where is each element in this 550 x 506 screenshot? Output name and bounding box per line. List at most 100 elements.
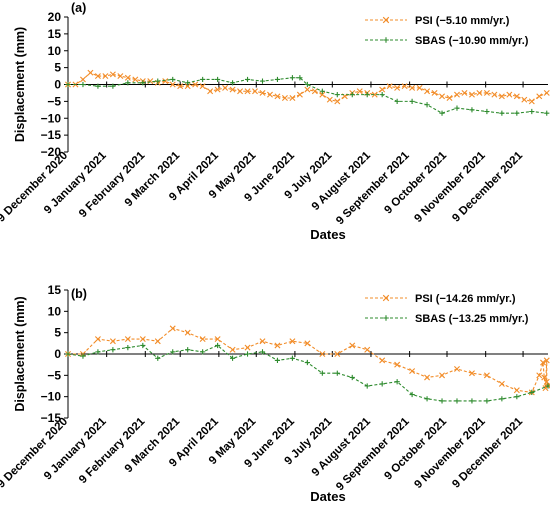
data-point <box>124 336 131 343</box>
y-tick-label: 0 <box>54 347 61 361</box>
legend-label: PSI (−14.26 mm/yr.) <box>415 293 516 305</box>
data-point <box>469 107 475 113</box>
data-point <box>349 342 356 349</box>
data-point <box>544 110 550 116</box>
data-point <box>326 96 333 103</box>
x-axis-title: Dates <box>310 227 345 242</box>
data-point <box>200 349 206 355</box>
data-point <box>214 336 221 343</box>
data-point <box>409 391 415 398</box>
legend-label: PSI (−5.10 mm/yr.) <box>415 15 510 27</box>
legend: PSI (−5.10 mm/yr.) SBAS (−10.90 mm/yr.) <box>365 15 529 47</box>
data-point <box>199 83 206 90</box>
data-point <box>513 387 520 394</box>
data-point <box>416 84 423 91</box>
data-point <box>453 365 460 372</box>
data-point <box>139 336 146 343</box>
y-tick-label: 0 <box>54 78 61 92</box>
data-point <box>439 110 445 116</box>
x-tick-label: 9 November 2021 <box>412 415 488 491</box>
data-point <box>169 81 176 88</box>
data-point <box>409 368 416 375</box>
data-point <box>349 92 355 98</box>
x-tick-label: 9 December 2021 <box>450 149 525 224</box>
data-point <box>528 98 535 105</box>
y-tick-label: 5 <box>54 326 61 340</box>
x-tick-label: 9 September 2021 <box>334 149 412 227</box>
data-point <box>80 353 86 359</box>
data-point <box>319 370 325 376</box>
data-point <box>536 93 543 100</box>
legend: PSI (−14.26 mm/yr.) SBAS (−13.25 mm/yr.) <box>365 293 529 325</box>
data-point <box>154 338 161 345</box>
data-point <box>424 88 431 95</box>
data-point <box>319 88 325 94</box>
data-point <box>364 346 371 353</box>
data-point <box>394 98 400 104</box>
data-point <box>498 380 505 387</box>
data-point <box>334 98 341 105</box>
data-point <box>259 78 266 84</box>
data-point <box>468 91 475 98</box>
data-point <box>274 357 281 363</box>
x-tick-label: 9 November 2021 <box>412 149 488 225</box>
data-point <box>409 98 415 104</box>
data-point <box>125 345 131 351</box>
y-tick-label: −10 <box>41 390 62 404</box>
data-point <box>371 91 378 98</box>
data-point <box>125 80 131 86</box>
y-tick-label: −15 <box>41 128 62 142</box>
data-point <box>543 89 550 96</box>
y-tick-label: −5 <box>47 94 61 108</box>
data-point <box>446 95 453 101</box>
panel-label: (a) <box>71 1 86 15</box>
data-point <box>94 336 101 343</box>
data-point <box>521 96 528 103</box>
series-line <box>68 327 549 394</box>
data-point <box>132 76 139 83</box>
data-point <box>244 344 251 351</box>
data-point <box>543 357 550 364</box>
data-point <box>244 351 251 357</box>
data-point <box>379 357 386 364</box>
data-point <box>124 74 131 81</box>
data-point <box>274 342 281 349</box>
data-point <box>536 372 543 379</box>
data-point <box>431 89 438 96</box>
data-point <box>80 81 86 88</box>
y-axis-title: Displacement (mm) <box>13 27 27 142</box>
data-point <box>289 338 296 345</box>
data-point <box>169 325 176 332</box>
data-point <box>394 84 401 91</box>
data-point <box>334 351 341 357</box>
data-point <box>170 76 176 83</box>
data-point <box>184 329 191 336</box>
data-point <box>117 73 124 80</box>
x-tick-label: 9 December 2021 <box>450 415 525 490</box>
data-point <box>513 93 520 100</box>
data-point <box>109 338 116 345</box>
data-point <box>215 76 221 83</box>
data-point <box>461 89 468 96</box>
data-point <box>110 347 116 353</box>
data-point <box>215 342 221 349</box>
data-point <box>476 89 483 96</box>
data-point <box>424 102 430 108</box>
data-point <box>200 76 206 83</box>
data-point <box>469 398 475 404</box>
data-point <box>87 69 94 76</box>
data-point <box>499 396 505 402</box>
data-point <box>304 340 311 347</box>
data-point <box>498 93 505 100</box>
data-point <box>541 374 548 381</box>
data-point <box>454 398 460 404</box>
y-axis-title: Displacement (mm) <box>13 296 27 411</box>
data-point <box>484 398 490 404</box>
y-tick-label: −10 <box>41 111 62 125</box>
data-point <box>424 396 430 402</box>
y-tick-label: −5 <box>47 368 61 382</box>
data-point <box>304 359 310 366</box>
data-point <box>259 338 266 345</box>
data-point <box>229 355 236 361</box>
